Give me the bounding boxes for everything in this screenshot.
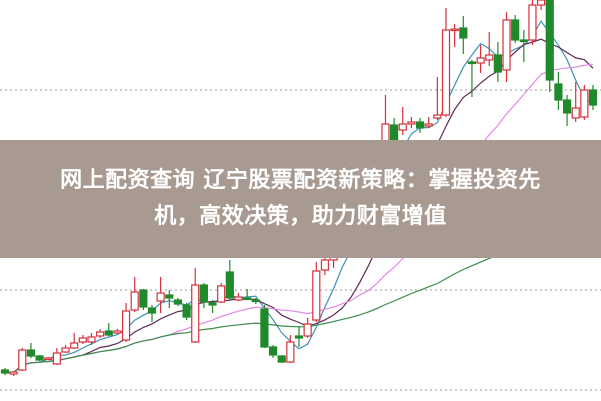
candle-down	[415, 121, 425, 129]
candle-up	[130, 291, 139, 311]
candle-down	[459, 27, 468, 39]
candle-up	[286, 341, 295, 363]
candle-up	[433, 114, 442, 119]
candle-up	[424, 123, 433, 127]
candle-down	[277, 355, 286, 363]
candle-up	[407, 121, 416, 125]
candle-up	[18, 349, 27, 371]
candle-down	[588, 89, 598, 106]
candle-down	[208, 302, 217, 306]
ma5-line	[4, 20, 594, 374]
candle-down	[199, 284, 208, 303]
candle-up	[320, 259, 330, 271]
title-line-2: 机，高效决策，助力财富增值	[154, 204, 447, 229]
candle-down	[251, 299, 260, 303]
candle-up	[87, 336, 96, 343]
candle-down	[294, 335, 304, 339]
candle-down	[260, 308, 269, 348]
candle-up	[450, 28, 459, 32]
candle-up	[485, 54, 494, 61]
candle-down	[268, 346, 278, 356]
candle-up	[52, 352, 61, 365]
candle-down	[562, 99, 572, 114]
candle-down	[147, 307, 157, 314]
candle-down	[35, 355, 44, 361]
candle-down	[390, 124, 399, 141]
candle-up	[121, 310, 131, 341]
candle-up	[234, 296, 243, 301]
candle-down	[545, 0, 554, 81]
candle-up	[441, 29, 451, 116]
title-banner: 网上配资查询 辽宁股票配资新策略：掌握投资先 机，高效决策，助力财富增值	[0, 140, 601, 258]
candle-down	[493, 54, 502, 73]
candle-up	[502, 19, 511, 71]
candle-down	[104, 330, 113, 336]
candle-down	[26, 349, 36, 357]
candle-up	[156, 292, 165, 302]
candle-up	[528, 4, 537, 41]
candle-up	[476, 57, 485, 64]
candle-up	[398, 123, 407, 131]
candle-up	[61, 347, 70, 353]
candle-up	[571, 107, 580, 119]
candle-down	[519, 39, 528, 43]
candle-up	[191, 284, 200, 343]
candle-up	[9, 371, 18, 375]
title-line-1: 网上配资查询 辽宁股票配资新策略：掌握投资先	[60, 168, 541, 193]
candle-up	[580, 89, 589, 118]
candle-down	[165, 294, 174, 299]
candle-down	[0, 369, 10, 374]
candle-up	[44, 357, 53, 361]
candle-down	[554, 83, 563, 101]
candle-up	[312, 270, 321, 321]
candle-up	[217, 285, 226, 303]
candle-down	[182, 304, 191, 318]
candle-up	[78, 337, 87, 343]
candle-up	[96, 331, 105, 337]
candle-down	[225, 271, 234, 299]
candle-up	[70, 342, 79, 349]
candle-down	[173, 299, 183, 305]
candle-down	[467, 61, 477, 65]
candle-up	[537, 0, 546, 6]
candle-down	[243, 297, 252, 301]
candle-up	[113, 330, 122, 334]
candle-up	[303, 323, 312, 337]
ma10-line	[4, 38, 594, 374]
candle-down	[139, 289, 148, 308]
candle-down	[511, 19, 520, 41]
